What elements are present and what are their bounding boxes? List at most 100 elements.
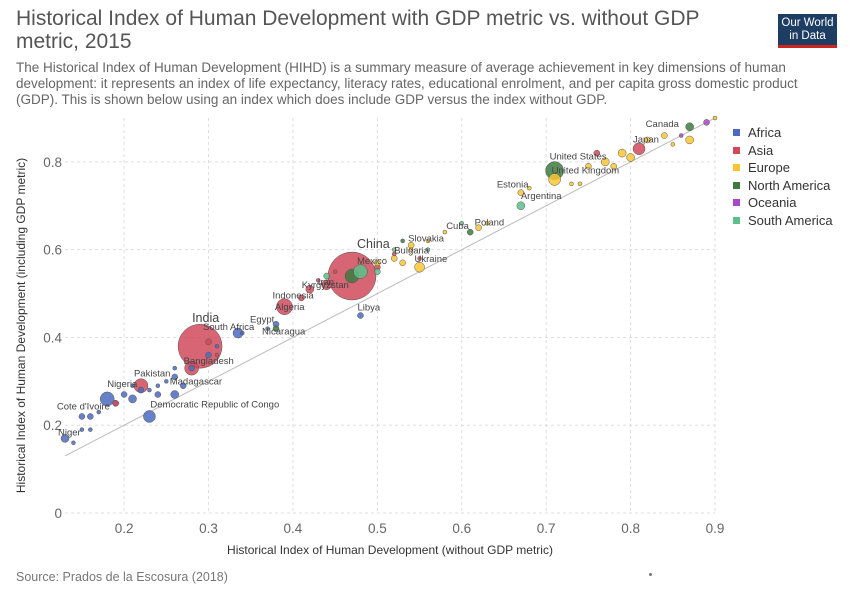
data-point	[353, 264, 368, 279]
point-label: Bangladesh	[184, 356, 234, 367]
data-point	[712, 115, 718, 121]
point-label: Cuba	[446, 221, 469, 232]
data-point	[374, 268, 381, 275]
source-note[interactable]: Source: Prados de la Escosura (2018)	[16, 570, 228, 584]
legend-item[interactable]: North America	[733, 177, 833, 195]
data-point	[391, 247, 397, 252]
data-point	[617, 148, 627, 158]
point-label: Iran	[318, 277, 334, 288]
point-label: Bulgaria	[394, 245, 430, 256]
legend-item[interactable]: Asia	[733, 142, 833, 160]
chart-subtitle: The Historical Index of Human Developmen…	[16, 60, 798, 107]
data-point	[321, 279, 332, 291]
data-point	[527, 185, 532, 191]
point-label: Libya	[357, 303, 380, 314]
data-point	[466, 228, 474, 236]
data-point	[155, 383, 161, 388]
owid-logo[interactable]: Our World in Data	[778, 14, 837, 48]
data-point	[408, 247, 414, 252]
data-point	[585, 163, 592, 170]
data-point	[171, 373, 178, 381]
data-point	[357, 312, 364, 319]
data-point	[517, 189, 525, 196]
data-point	[323, 272, 330, 280]
data-point	[79, 427, 85, 432]
data-point	[315, 278, 321, 283]
data-point	[120, 391, 128, 398]
data-point	[276, 298, 293, 315]
point-label: China	[357, 237, 390, 251]
legend-item[interactable]: Oceania	[733, 194, 833, 212]
legend-item[interactable]: South America	[733, 212, 833, 230]
data-point	[172, 365, 177, 371]
data-point	[632, 142, 646, 155]
data-point	[96, 409, 102, 415]
data-point	[298, 294, 305, 302]
point-label: South Africa	[203, 322, 255, 333]
data-point	[661, 132, 668, 139]
legend-swatch	[733, 216, 740, 224]
data-point	[425, 247, 431, 252]
reference-line	[64, 117, 716, 457]
point-label: Mexico	[357, 256, 387, 267]
data-point	[130, 383, 135, 388]
data-point	[205, 351, 212, 359]
point-label: Ukraine	[415, 254, 448, 265]
data-point	[593, 149, 601, 157]
legend-swatch	[733, 129, 740, 137]
x-tick-label: 0.6	[452, 521, 471, 536]
legend-label: South America	[748, 212, 833, 228]
data-point	[143, 410, 156, 423]
x-tick-label: 0.7	[537, 521, 556, 536]
point-label: Egypt	[250, 314, 275, 325]
x-tick-label: 0.5	[368, 521, 387, 536]
data-point	[644, 136, 651, 144]
data-point	[147, 387, 152, 393]
data-point	[569, 181, 574, 187]
data-point	[272, 325, 280, 332]
logo-line-1: Our World	[781, 17, 834, 29]
data-point	[626, 153, 635, 162]
data-point	[78, 413, 86, 420]
data-point	[459, 221, 465, 226]
legend-label: Europe	[748, 160, 790, 176]
legend-swatch	[733, 181, 740, 189]
data-point	[374, 259, 381, 267]
x-tick-label: 0.3	[199, 521, 218, 536]
data-point	[60, 434, 70, 443]
point-label: Niger	[58, 427, 81, 438]
data-point	[214, 343, 220, 349]
data-point	[475, 224, 482, 231]
legend-label: North America	[748, 177, 831, 193]
point-label: Estonia	[497, 180, 529, 191]
chart-legend: Africa Asia Europe North America Oceania Sout…	[733, 124, 833, 229]
data-point	[88, 427, 93, 432]
data-point	[177, 323, 223, 369]
point-label: Cote d'Ivoire	[57, 401, 110, 412]
data-point	[137, 386, 145, 394]
legend-item[interactable]: Africa	[733, 124, 833, 142]
legend-label: Oceania	[748, 195, 797, 211]
point-label: Argentina	[521, 191, 562, 202]
data-point	[305, 284, 315, 294]
data-point	[601, 157, 610, 167]
point-label: Kyrgyzstan	[302, 280, 349, 291]
data-point	[484, 221, 490, 226]
logo-line-2: in Data	[789, 30, 826, 42]
legend-label: Africa	[748, 125, 782, 141]
data-point	[703, 119, 710, 126]
data-point	[391, 251, 397, 257]
data-point	[678, 133, 684, 138]
data-point	[164, 379, 169, 384]
data-point	[400, 238, 405, 244]
data-point	[442, 229, 448, 235]
data-point	[179, 382, 187, 389]
y-tick-label: 0.2	[43, 418, 62, 433]
data-point	[417, 256, 422, 261]
x-axis-label: Historical Index of Human Development (w…	[227, 543, 553, 557]
legend-item[interactable]: Europe	[733, 159, 833, 177]
data-point	[265, 326, 270, 331]
data-point	[87, 413, 94, 420]
data-point	[99, 391, 115, 407]
